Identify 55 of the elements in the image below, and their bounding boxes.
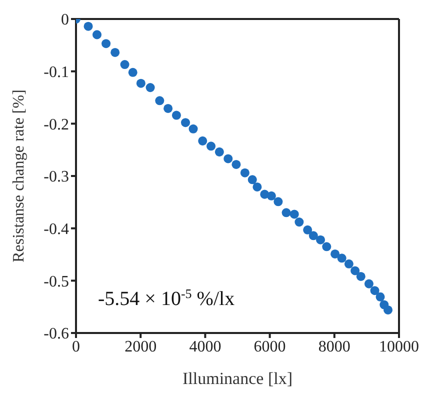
point <box>344 259 354 268</box>
point <box>282 208 291 218</box>
point <box>232 160 241 169</box>
point <box>214 147 224 156</box>
point <box>303 225 312 234</box>
y-tick-label: 0 <box>61 12 69 29</box>
point <box>294 218 304 227</box>
point <box>224 154 233 164</box>
point <box>308 231 318 240</box>
x-tick-label: 10000 <box>379 338 419 356</box>
point <box>248 175 257 184</box>
point <box>350 266 360 276</box>
y-tick-label: -0.4 <box>44 221 69 238</box>
point <box>376 292 385 302</box>
point <box>356 272 366 281</box>
point <box>206 142 216 151</box>
point <box>240 168 250 178</box>
point <box>316 235 326 244</box>
point <box>102 39 111 48</box>
point <box>384 305 393 314</box>
y-tick-label: -0.2 <box>44 116 69 134</box>
point <box>252 182 262 192</box>
point <box>164 104 173 113</box>
point <box>110 48 120 57</box>
y-tick-label: -0.6 <box>44 326 69 343</box>
point <box>337 254 346 263</box>
point <box>84 22 93 31</box>
point <box>274 197 283 206</box>
y-tick-label: -0.3 <box>44 168 69 186</box>
point <box>198 136 208 146</box>
y-axis-title: Resistanse change rate [%] <box>10 90 28 262</box>
point <box>290 210 299 219</box>
x-tick-label: 6000 <box>254 338 286 356</box>
point <box>155 96 164 106</box>
point <box>364 279 374 288</box>
x-tick-label: 4000 <box>189 338 222 356</box>
x-tick-label: 8000 <box>318 338 350 356</box>
point <box>92 30 102 40</box>
annotation: -5.54 × 10$^{-5}$ %/lx <box>98 286 235 310</box>
point <box>330 249 340 258</box>
point <box>188 124 198 134</box>
x-tick-label: 2000 <box>124 338 157 356</box>
point <box>322 242 332 252</box>
point <box>266 191 276 200</box>
point <box>128 68 138 77</box>
point <box>370 286 380 296</box>
y-tick-label: -0.1 <box>44 64 69 82</box>
point <box>180 118 190 128</box>
x-tick-label: 0 <box>72 338 80 356</box>
x-axis-title: Illuminance [lx] <box>182 369 292 388</box>
point <box>136 78 146 88</box>
point <box>172 110 181 120</box>
point <box>120 60 130 70</box>
y-tick-label: -0.5 <box>44 273 69 290</box>
point <box>146 83 155 92</box>
